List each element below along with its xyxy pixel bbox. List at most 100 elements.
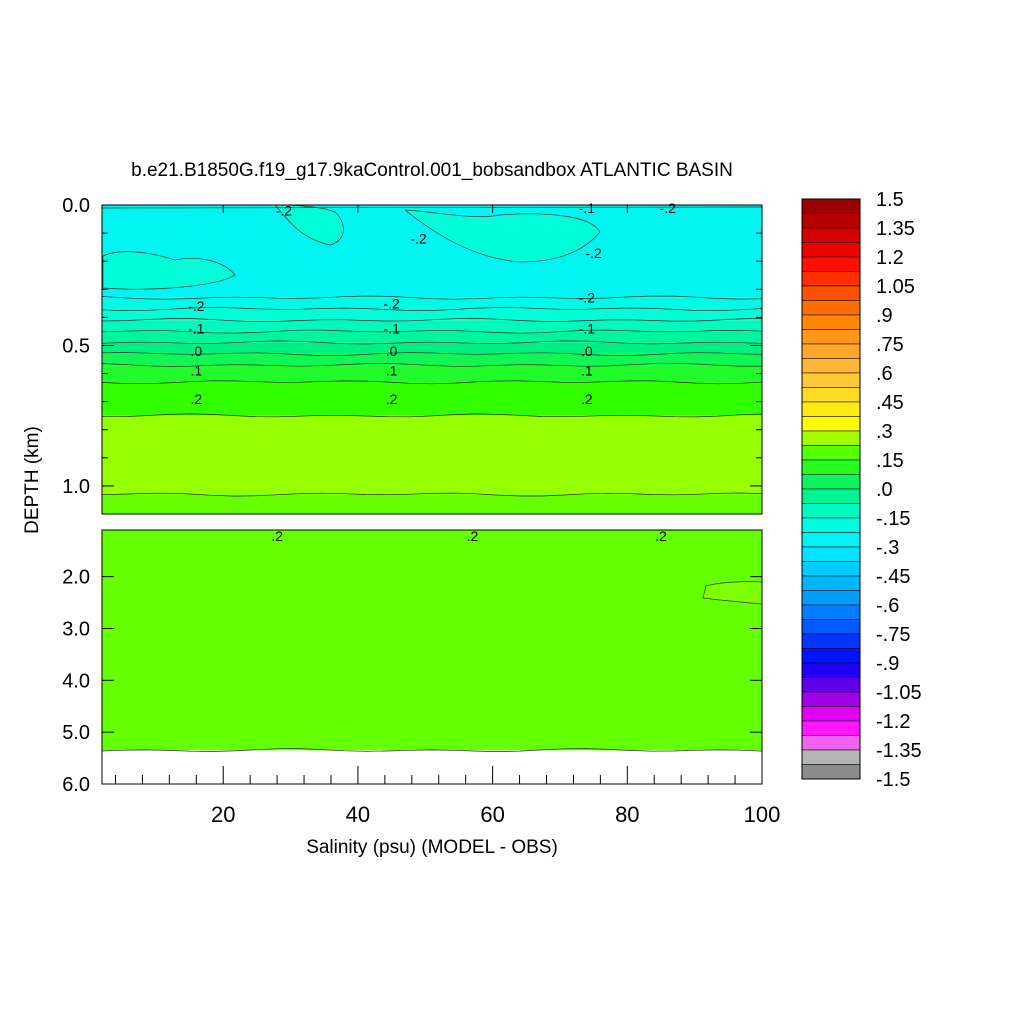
colorbar-box <box>801 314 861 330</box>
colorbar-box <box>801 358 861 374</box>
colorbar-box <box>801 720 861 736</box>
colorbar-label: .3 <box>876 421 893 443</box>
contour-label: -.1 <box>383 321 400 337</box>
colorbar-box <box>801 619 861 635</box>
contour-label: .2 <box>655 528 667 544</box>
colorbar-label: 1.2 <box>876 247 904 269</box>
depth-band <box>102 331 762 343</box>
y-tick-label: 3.0 <box>62 618 90 640</box>
contour-line <box>101 380 763 385</box>
surface-patch <box>274 205 344 246</box>
colorbar-box <box>801 372 861 388</box>
colorbar-label: .75 <box>876 334 904 356</box>
colorbar-label: -.75 <box>876 624 910 646</box>
colorbar-box <box>801 445 861 461</box>
contour-label: -.2 <box>188 298 205 314</box>
contour-label: .2 <box>467 528 479 544</box>
colorbar-label: .6 <box>876 363 893 385</box>
colorbar-box <box>801 488 861 504</box>
y-tick-label: 5.0 <box>62 722 90 744</box>
colorbar-label: 1.35 <box>876 218 915 240</box>
contour-label: .0 <box>386 343 398 359</box>
colorbar: 1.5 1.35 1.2 1.05 .9 .75 .6 .45 .3 .15 .0 -.15 -.3 -.… <box>801 189 922 791</box>
colorbar-frame <box>801 198 861 780</box>
colorbar-box <box>801 213 861 229</box>
colorbar-box <box>801 561 861 577</box>
colorbar-label: 1.05 <box>876 276 915 298</box>
colorbar-box <box>801 575 861 591</box>
colorbar-box <box>801 590 861 606</box>
contour-label: -.1 <box>579 200 596 216</box>
x-tick-label: 40 <box>346 802 370 827</box>
depth-band <box>102 308 762 321</box>
contour-label: .2 <box>581 391 593 407</box>
upper-panel-frame <box>101 204 763 515</box>
contour-line <box>101 318 763 322</box>
colorbar-label: .9 <box>876 305 893 327</box>
colorbar-box <box>801 416 861 432</box>
contour-line <box>101 413 763 418</box>
colorbar-label: -1.2 <box>876 711 910 733</box>
colorbar-label: .15 <box>876 450 904 472</box>
axes: 0.0 0.5 1.0 2.0 3.0 4.0 5.0 6.0 20 40 60 80 100 <box>62 195 780 827</box>
x-tick-label: 100 <box>744 802 781 827</box>
x-tick-label: 60 <box>480 802 504 827</box>
colorbar-box <box>801 735 861 751</box>
colorbar-box <box>801 329 861 345</box>
contour-label: -.2 <box>585 245 602 261</box>
colorbar-box <box>801 503 861 519</box>
colorbar-box <box>801 300 861 316</box>
contour-line <box>101 307 763 311</box>
contour-label: -.2 <box>410 231 427 247</box>
colorbar-label: .0 <box>876 479 893 501</box>
contour-label: .2 <box>271 528 283 544</box>
colorbar-box <box>801 546 861 562</box>
colorbar-box <box>801 604 861 620</box>
contour-label: .1 <box>190 363 202 379</box>
colorbar-box <box>801 343 861 359</box>
y-tick-label: 2.0 <box>62 567 90 589</box>
colorbar-box <box>801 256 861 272</box>
colorbar-box <box>801 227 861 243</box>
colorbar-box <box>801 532 861 548</box>
contour-label: -.1 <box>188 321 205 337</box>
colorbar-label: -.15 <box>876 508 910 530</box>
contour-label: -.1 <box>579 321 596 337</box>
deep-patch <box>702 581 762 605</box>
y-tick-label: 0.5 <box>62 335 90 357</box>
contour-label: .2 <box>386 391 398 407</box>
contour-line <box>101 206 763 209</box>
colorbar-box <box>801 459 861 475</box>
contour-line <box>101 748 763 752</box>
contour-line <box>101 352 763 356</box>
depth-band <box>102 342 762 354</box>
depth-band <box>102 381 762 416</box>
contour-line <box>101 329 763 334</box>
x-tick-label: 20 <box>211 802 235 827</box>
colorbar-label: -1.5 <box>876 769 910 791</box>
colorbar-box <box>801 271 861 287</box>
depth-band <box>102 415 762 495</box>
contour-label: .0 <box>190 343 202 359</box>
colorbar-label: -1.35 <box>876 740 922 762</box>
x-tick-label: 80 <box>615 802 639 827</box>
depth-band <box>102 320 762 332</box>
lower-panel-frame <box>101 529 763 785</box>
colorbar-label: -1.05 <box>876 682 922 704</box>
colorbar-box <box>801 198 861 214</box>
colorbar-box <box>801 633 861 649</box>
colorbar-box <box>801 662 861 678</box>
contour-line <box>101 295 763 300</box>
contour-label: -.2 <box>383 295 400 311</box>
contour-label: .1 <box>386 363 398 379</box>
depth-band <box>102 494 762 514</box>
colorbar-box <box>801 430 861 446</box>
x-axis-label: Salinity (psu) (MODEL - OBS) <box>306 837 558 858</box>
surface-patch <box>102 251 236 290</box>
y-tick-label: 1.0 <box>62 476 90 498</box>
colorbar-label: 1.5 <box>876 189 904 211</box>
colorbar-label: -.9 <box>876 653 899 675</box>
y-tick-label: 0.0 <box>62 195 90 217</box>
lower-panel-fill <box>102 530 762 751</box>
